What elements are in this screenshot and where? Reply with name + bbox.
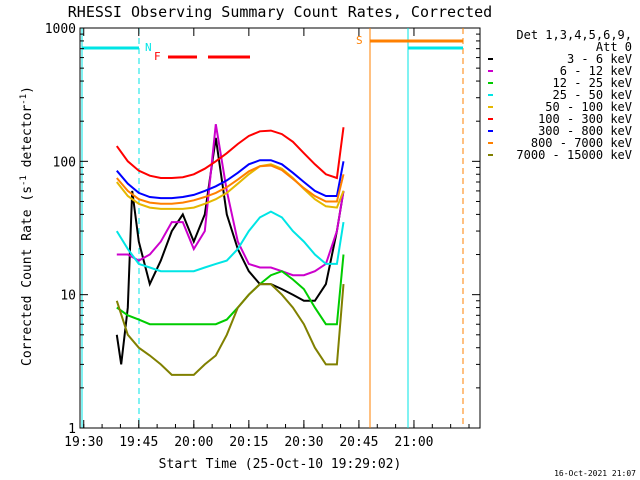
legend-item-7: 800 - 7000 keV	[531, 136, 632, 150]
x-tick-label: 19:30	[64, 435, 103, 450]
series-2	[116, 254, 345, 326]
x-tick-label: 20:30	[284, 435, 323, 450]
y-tick-label: 100	[53, 155, 76, 170]
y-tick-label: 10	[60, 289, 76, 304]
chart-title: RHESSI Observing Summary Count Rates, Co…	[68, 3, 492, 21]
legend-item-1: 6 - 12 keV	[560, 64, 632, 78]
series-0	[115, 137, 345, 365]
x-axis-label: Start Time (25-Oct-10 19:29:02)	[159, 457, 402, 472]
legend-item-6: 300 - 800 keV	[538, 124, 632, 138]
legend-item-8: 7000 - 15000 keV	[516, 148, 632, 162]
legend-item-4: 50 - 100 keV	[545, 100, 632, 114]
legend-item-0: 3 - 6 keV	[567, 52, 632, 66]
marker-label-s: S	[356, 34, 363, 47]
series-5	[115, 127, 345, 180]
marker-label-n: N	[145, 41, 152, 54]
x-tick-label: 21:00	[394, 435, 433, 450]
y-tick-label: 1	[68, 422, 76, 437]
series-7	[116, 164, 345, 205]
plot-area: NF S 19:30 19:45 20:00 20:15 20:30 20:45 21:00 1 1…	[45, 22, 481, 450]
plot-frame	[79, 27, 481, 429]
x-tick-label: 19:45	[119, 435, 158, 450]
legend-item-5: 100 - 300 keV	[538, 112, 632, 126]
series-4	[116, 163, 345, 210]
series-1	[116, 124, 345, 277]
legend-item-3: 25 - 50 keV	[553, 88, 632, 102]
series-8	[115, 283, 345, 376]
series-3	[115, 210, 345, 273]
y-tick-label: 1000	[45, 22, 76, 37]
x-tick-label: 20:15	[229, 435, 268, 450]
legend-item-2: 12 - 25 keV	[553, 76, 632, 90]
footer-timestamp: 16-Oct-2021 21:07	[554, 469, 636, 478]
legend-header-line2: Att 0	[596, 40, 632, 54]
x-tick-label: 20:45	[339, 435, 378, 450]
x-tick-label: 20:00	[174, 435, 213, 450]
series-6	[116, 159, 345, 200]
legend-header-line1: Det 1,3,4,5,6,9,	[516, 28, 632, 42]
marker-label-f: F	[154, 50, 161, 63]
y-axis-label: Corrected Count Rate (s-1 detector-1)	[19, 86, 35, 366]
